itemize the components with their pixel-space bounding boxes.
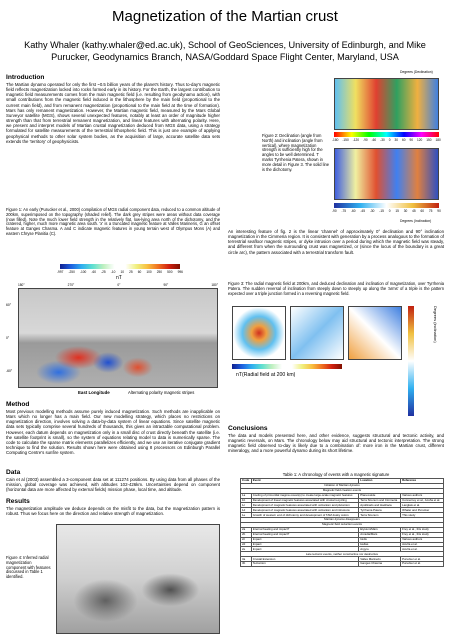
map-image bbox=[290, 306, 344, 360]
tick-label: -180 bbox=[332, 138, 339, 142]
colorbar-ticks: -90 -75 -60 -45 -30 -15 0 15 30 45 60 75 90 bbox=[332, 209, 441, 213]
map-image bbox=[334, 78, 439, 130]
colorbar-label: Degrees (Declination) bbox=[400, 70, 433, 74]
tick-label: -997 bbox=[57, 270, 64, 274]
colorbar bbox=[334, 132, 439, 137]
authors: Kathy Whaler (kathy.whaler@ed.ac.uk), Sc… bbox=[24, 40, 426, 62]
tick-label: 250 bbox=[156, 270, 163, 274]
title: Magnetization of the Martian crust bbox=[112, 8, 338, 25]
cell: Purucker et al. bbox=[400, 561, 444, 568]
note: Alternating polarity magnetic stripes bbox=[128, 390, 195, 395]
table-title: Table 1: A chronology of events with a m… bbox=[282, 472, 390, 477]
tick-label: 0 bbox=[388, 209, 391, 213]
tick-label: 0° bbox=[117, 283, 121, 287]
heading: Data bbox=[6, 469, 21, 476]
tick-label: -75 bbox=[341, 209, 347, 213]
tick-label: 996 bbox=[177, 270, 183, 274]
tick-label: 60° bbox=[6, 302, 12, 307]
tick-label: 180° bbox=[18, 283, 25, 287]
tick-label: 25 bbox=[129, 270, 133, 274]
cell: Ganges Chasma bbox=[358, 561, 402, 568]
tick-label: 500 bbox=[167, 270, 173, 274]
tick-label: 60 bbox=[137, 270, 142, 274]
tick-label: 60 bbox=[420, 209, 425, 213]
tick-label: -25 bbox=[101, 270, 106, 274]
caption: Figure 1: An early (Purucker et al., 200… bbox=[6, 207, 220, 236]
colorbar bbox=[334, 203, 439, 208]
colorbar bbox=[232, 364, 342, 369]
tick-label: -10 bbox=[110, 270, 116, 274]
caption: Figure 3: The radial magnetic field at 2… bbox=[228, 281, 444, 296]
caption: Figure 4: Inferred radial magnetization … bbox=[6, 555, 51, 580]
tick-label: 90 bbox=[437, 209, 441, 213]
tick-label: 60 bbox=[401, 138, 406, 142]
map-image bbox=[18, 288, 218, 388]
tick-label: -150 bbox=[342, 138, 349, 142]
tick-label: 0° bbox=[6, 335, 10, 340]
tick-label: -120 bbox=[352, 138, 360, 142]
heading: Introduction bbox=[6, 74, 45, 81]
colorbar-ticks: -180 -150 -120 -90 -60 -30 0 30 60 90 120 150 180 bbox=[332, 138, 441, 142]
tick-label: -60 bbox=[350, 209, 356, 213]
map-image bbox=[232, 306, 286, 360]
tick-label: -90 bbox=[332, 209, 337, 213]
tick-label: 0 bbox=[388, 138, 391, 142]
tick-label: -30 bbox=[380, 138, 385, 142]
tick-label: -45 bbox=[360, 209, 365, 213]
colorbar-label: nT(Radial field at 200 km) bbox=[236, 372, 296, 378]
tick-label: 10 bbox=[120, 270, 125, 274]
paragraph: An interesting feature of fig. 2 is the … bbox=[228, 229, 444, 255]
colorbar-label: Degrees (Inclination) bbox=[400, 219, 432, 223]
tick-label: -15 bbox=[379, 209, 384, 213]
paragraph: The data and models presented here, and … bbox=[228, 433, 444, 454]
table-row: 3b Tectonism Ganges Chasma Purucker et al. bbox=[240, 561, 444, 568]
colorbar bbox=[408, 306, 414, 416]
map-image bbox=[334, 148, 439, 200]
cell: 3b bbox=[240, 561, 252, 568]
unit: nT bbox=[116, 275, 122, 281]
tick-label: 100 bbox=[146, 270, 152, 274]
colorbar-label: Degrees (inclination) bbox=[433, 306, 438, 343]
heading: Conclusions bbox=[228, 425, 268, 432]
tick-label: 15 bbox=[395, 209, 399, 213]
tick-label: 180 bbox=[435, 138, 441, 142]
heading: Method bbox=[6, 401, 30, 408]
tick-label: -100 bbox=[79, 270, 87, 274]
paragraph: Most previous modelling methods assume p… bbox=[6, 409, 220, 456]
tick-label: 180° bbox=[211, 283, 218, 287]
axis-label: East Longitude bbox=[78, 390, 110, 395]
heading: Results bbox=[6, 498, 30, 505]
tick-label: -250 bbox=[68, 270, 75, 274]
lon-labels: 180° 270° 0° 90° 180° bbox=[18, 283, 218, 287]
lat-labels: 60° 0° -60° bbox=[6, 288, 17, 388]
tick-label: 90° bbox=[163, 283, 169, 287]
tick-label: -60° bbox=[6, 369, 13, 374]
tick-label: -60 bbox=[91, 270, 97, 274]
colorbar-ticks: -997 -250 -100 -60 -25 -10 10 25 60 100 250 500 996 bbox=[57, 270, 183, 274]
tick-label: 30 bbox=[403, 209, 408, 213]
tick-label: 90 bbox=[409, 138, 413, 142]
tick-label: 270° bbox=[67, 283, 75, 287]
cell: Tectonism bbox=[250, 561, 360, 568]
colorbar bbox=[60, 264, 180, 269]
table-header: Code Event Location Reference bbox=[240, 478, 444, 484]
table: Code Event Location Reference Initiation of … bbox=[240, 478, 444, 568]
tick-label: -30 bbox=[369, 209, 375, 213]
map-image bbox=[56, 524, 220, 634]
tick-label: 30 bbox=[394, 138, 398, 142]
tick-label: 75 bbox=[428, 209, 433, 213]
caption: Figure 2: Declination (angle from North)… bbox=[262, 133, 330, 172]
tick-label: 120 bbox=[416, 138, 423, 142]
paragraph: The Martian dynamo operated for only the… bbox=[6, 82, 220, 144]
paragraph: The magnetization amplitude we deduce de… bbox=[6, 506, 220, 517]
tick-label: 45 bbox=[412, 209, 416, 213]
map-image bbox=[348, 306, 402, 360]
tick-label: -60 bbox=[371, 138, 377, 142]
tick-label: -90 bbox=[363, 138, 368, 142]
tick-label: 150 bbox=[426, 138, 432, 142]
table-wrap: Code Event Location Reference Initiation of … bbox=[240, 478, 444, 568]
paragraph: Cain et al (2003) assembled a 3-componen… bbox=[6, 477, 220, 493]
